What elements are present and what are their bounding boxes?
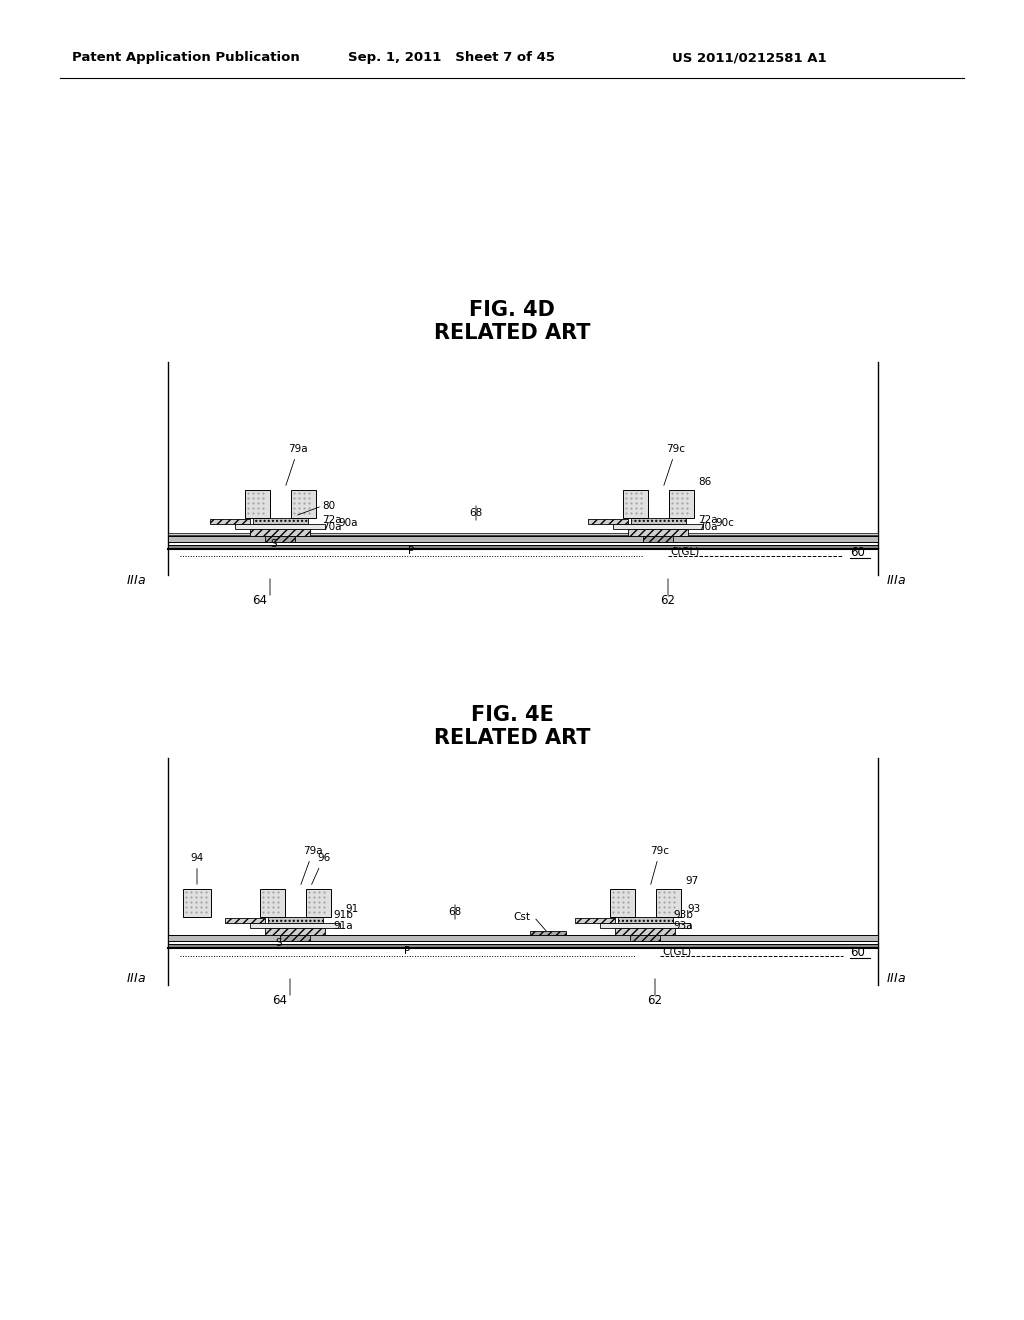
Text: 70a: 70a [698, 521, 718, 532]
Text: 79a: 79a [301, 846, 323, 884]
Text: S: S [270, 539, 278, 549]
Bar [183, 888, 211, 917]
Bar [168, 533, 878, 535]
Text: 62: 62 [647, 994, 663, 1006]
Text: $IIIa$: $IIIa$ [886, 573, 906, 586]
Text: Patent Application Publication: Patent Application Publication [72, 51, 300, 65]
Bar [168, 944, 878, 948]
Bar [530, 931, 566, 935]
Text: Cst: Cst [513, 912, 530, 921]
Bar [628, 529, 688, 536]
Bar [253, 517, 307, 524]
Text: $IIIa$: $IIIa$ [126, 972, 145, 985]
Bar [259, 888, 285, 917]
Bar [245, 490, 269, 517]
Bar [250, 529, 310, 536]
Text: 94: 94 [190, 853, 204, 884]
Text: Sep. 1, 2011   Sheet 7 of 45: Sep. 1, 2011 Sheet 7 of 45 [348, 51, 555, 65]
Text: 91: 91 [345, 904, 358, 913]
Bar [617, 917, 673, 923]
Text: 91b: 91b [333, 909, 353, 920]
Text: RELATED ART: RELATED ART [434, 729, 590, 748]
Text: US 2011/0212581 A1: US 2011/0212581 A1 [672, 51, 826, 65]
Text: FIG. 4D: FIG. 4D [469, 300, 555, 319]
Text: 93a: 93a [673, 921, 692, 931]
Text: 64: 64 [272, 994, 288, 1006]
Bar [588, 519, 628, 524]
Bar [250, 923, 340, 928]
Text: 91a: 91a [333, 921, 352, 931]
Text: 97: 97 [685, 876, 698, 886]
Text: 68: 68 [469, 508, 482, 517]
Text: 79c: 79c [650, 846, 670, 884]
Bar [265, 536, 295, 543]
Text: 96: 96 [311, 853, 330, 884]
Bar [631, 517, 685, 524]
Bar [168, 545, 878, 549]
Text: 60: 60 [850, 545, 865, 558]
Text: RELATED ART: RELATED ART [434, 323, 590, 343]
Text: P: P [409, 546, 415, 556]
Text: $IIIa$: $IIIa$ [126, 573, 145, 586]
Bar [630, 935, 660, 941]
Bar [669, 490, 693, 517]
Bar [615, 928, 675, 935]
Bar [280, 935, 310, 941]
Bar [265, 928, 325, 935]
Bar [267, 917, 323, 923]
Text: $IIIa$: $IIIa$ [886, 972, 906, 985]
Text: 90a: 90a [338, 517, 357, 528]
Bar [609, 888, 635, 917]
Text: 72a: 72a [698, 515, 718, 525]
Text: 80: 80 [322, 502, 335, 511]
Text: FIG. 4E: FIG. 4E [471, 705, 553, 725]
Text: C(GL): C(GL) [662, 946, 691, 956]
Bar [655, 888, 681, 917]
Bar [643, 536, 673, 543]
Bar [210, 519, 250, 524]
Bar [291, 490, 315, 517]
Bar [234, 524, 325, 529]
Bar [574, 917, 614, 923]
Bar [168, 935, 878, 941]
Bar [224, 917, 264, 923]
Text: 93: 93 [687, 904, 700, 913]
Text: S: S [275, 939, 283, 948]
Bar [613, 524, 703, 529]
Text: C(GL): C(GL) [670, 546, 699, 556]
Text: 79c: 79c [664, 444, 685, 486]
Text: 68: 68 [449, 907, 462, 917]
Text: 93b: 93b [673, 909, 693, 920]
Text: 72a: 72a [322, 515, 342, 525]
Bar [168, 536, 878, 543]
Bar [600, 923, 690, 928]
Text: 60: 60 [850, 945, 865, 958]
Bar [305, 888, 331, 917]
Bar [623, 490, 647, 517]
Text: 64: 64 [253, 594, 267, 606]
Text: 70a: 70a [322, 521, 341, 532]
Text: 79a: 79a [286, 444, 308, 486]
Text: 62: 62 [660, 594, 676, 606]
Text: P: P [404, 946, 411, 956]
Text: 86: 86 [698, 477, 712, 487]
Text: 90c: 90c [715, 517, 734, 528]
